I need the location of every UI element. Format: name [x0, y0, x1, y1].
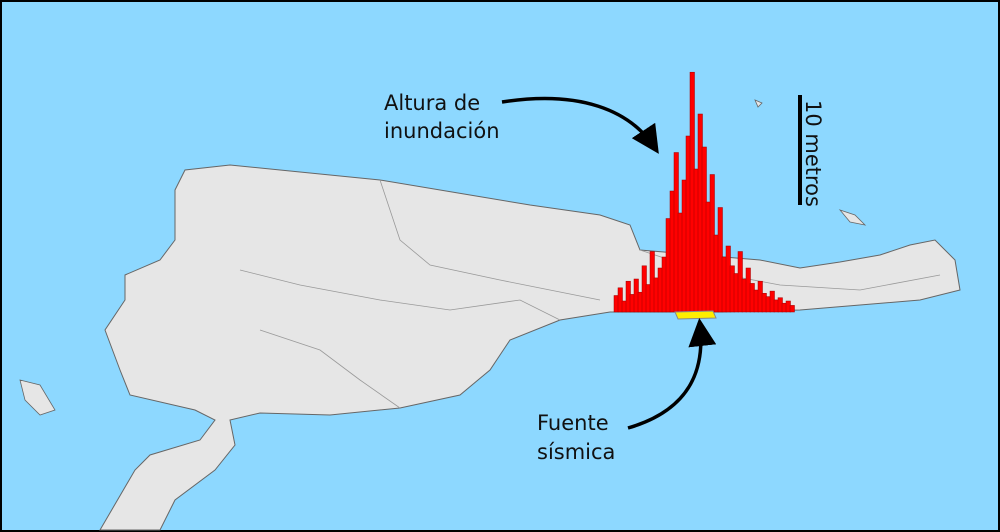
inundation-spikes: [613, 71, 795, 313]
inundation-spike: [789, 305, 795, 313]
label: inundación: [384, 119, 500, 143]
label: sísmica: [537, 440, 615, 464]
label: Fuente: [537, 411, 609, 435]
label: Altura de: [384, 91, 480, 115]
scale-label: 10 metros: [801, 100, 825, 207]
arrow: [627, 318, 717, 430]
land: [99, 164, 961, 531]
inundation-spike: [617, 287, 623, 313]
arrow: [501, 96, 659, 154]
seismic-source: [674, 310, 717, 320]
islands: [19, 99, 867, 416]
